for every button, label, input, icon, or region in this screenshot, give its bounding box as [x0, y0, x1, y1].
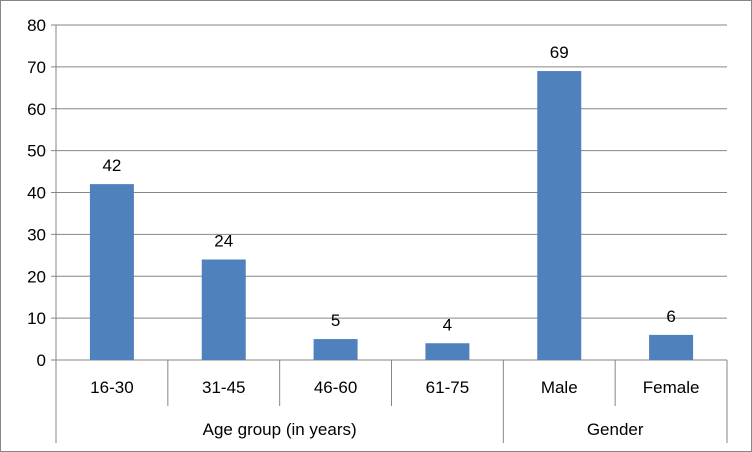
- y-tick-label: 60: [27, 100, 46, 119]
- bar: [89, 184, 134, 360]
- category-label: Female: [643, 378, 700, 397]
- group-label: Age group (in years): [203, 420, 357, 439]
- data-label: 6: [666, 307, 675, 326]
- data-label: 69: [550, 43, 569, 62]
- y-tick-label: 70: [27, 58, 46, 77]
- category-label: Male: [541, 378, 578, 397]
- y-tick-label: 10: [27, 309, 46, 328]
- category-label: 46-60: [314, 378, 357, 397]
- y-tick-label: 0: [37, 351, 46, 370]
- y-tick-label: 20: [27, 267, 46, 286]
- bar: [201, 259, 246, 360]
- data-label: 24: [214, 232, 233, 251]
- y-tick-label: 40: [27, 184, 46, 203]
- y-tick-label: 80: [27, 16, 46, 35]
- group-label: Gender: [587, 420, 644, 439]
- bar: [537, 71, 582, 360]
- data-label: 42: [102, 156, 121, 175]
- category-label: 16-30: [90, 378, 133, 397]
- category-label: 31-45: [202, 378, 245, 397]
- bar: [313, 339, 358, 360]
- y-tick-label: 50: [27, 142, 46, 161]
- data-label: 4: [443, 315, 452, 334]
- data-label: 5: [331, 311, 340, 330]
- category-label: 61-75: [426, 378, 469, 397]
- bar: [649, 334, 694, 360]
- y-tick-label: 30: [27, 225, 46, 244]
- bar: [425, 343, 470, 360]
